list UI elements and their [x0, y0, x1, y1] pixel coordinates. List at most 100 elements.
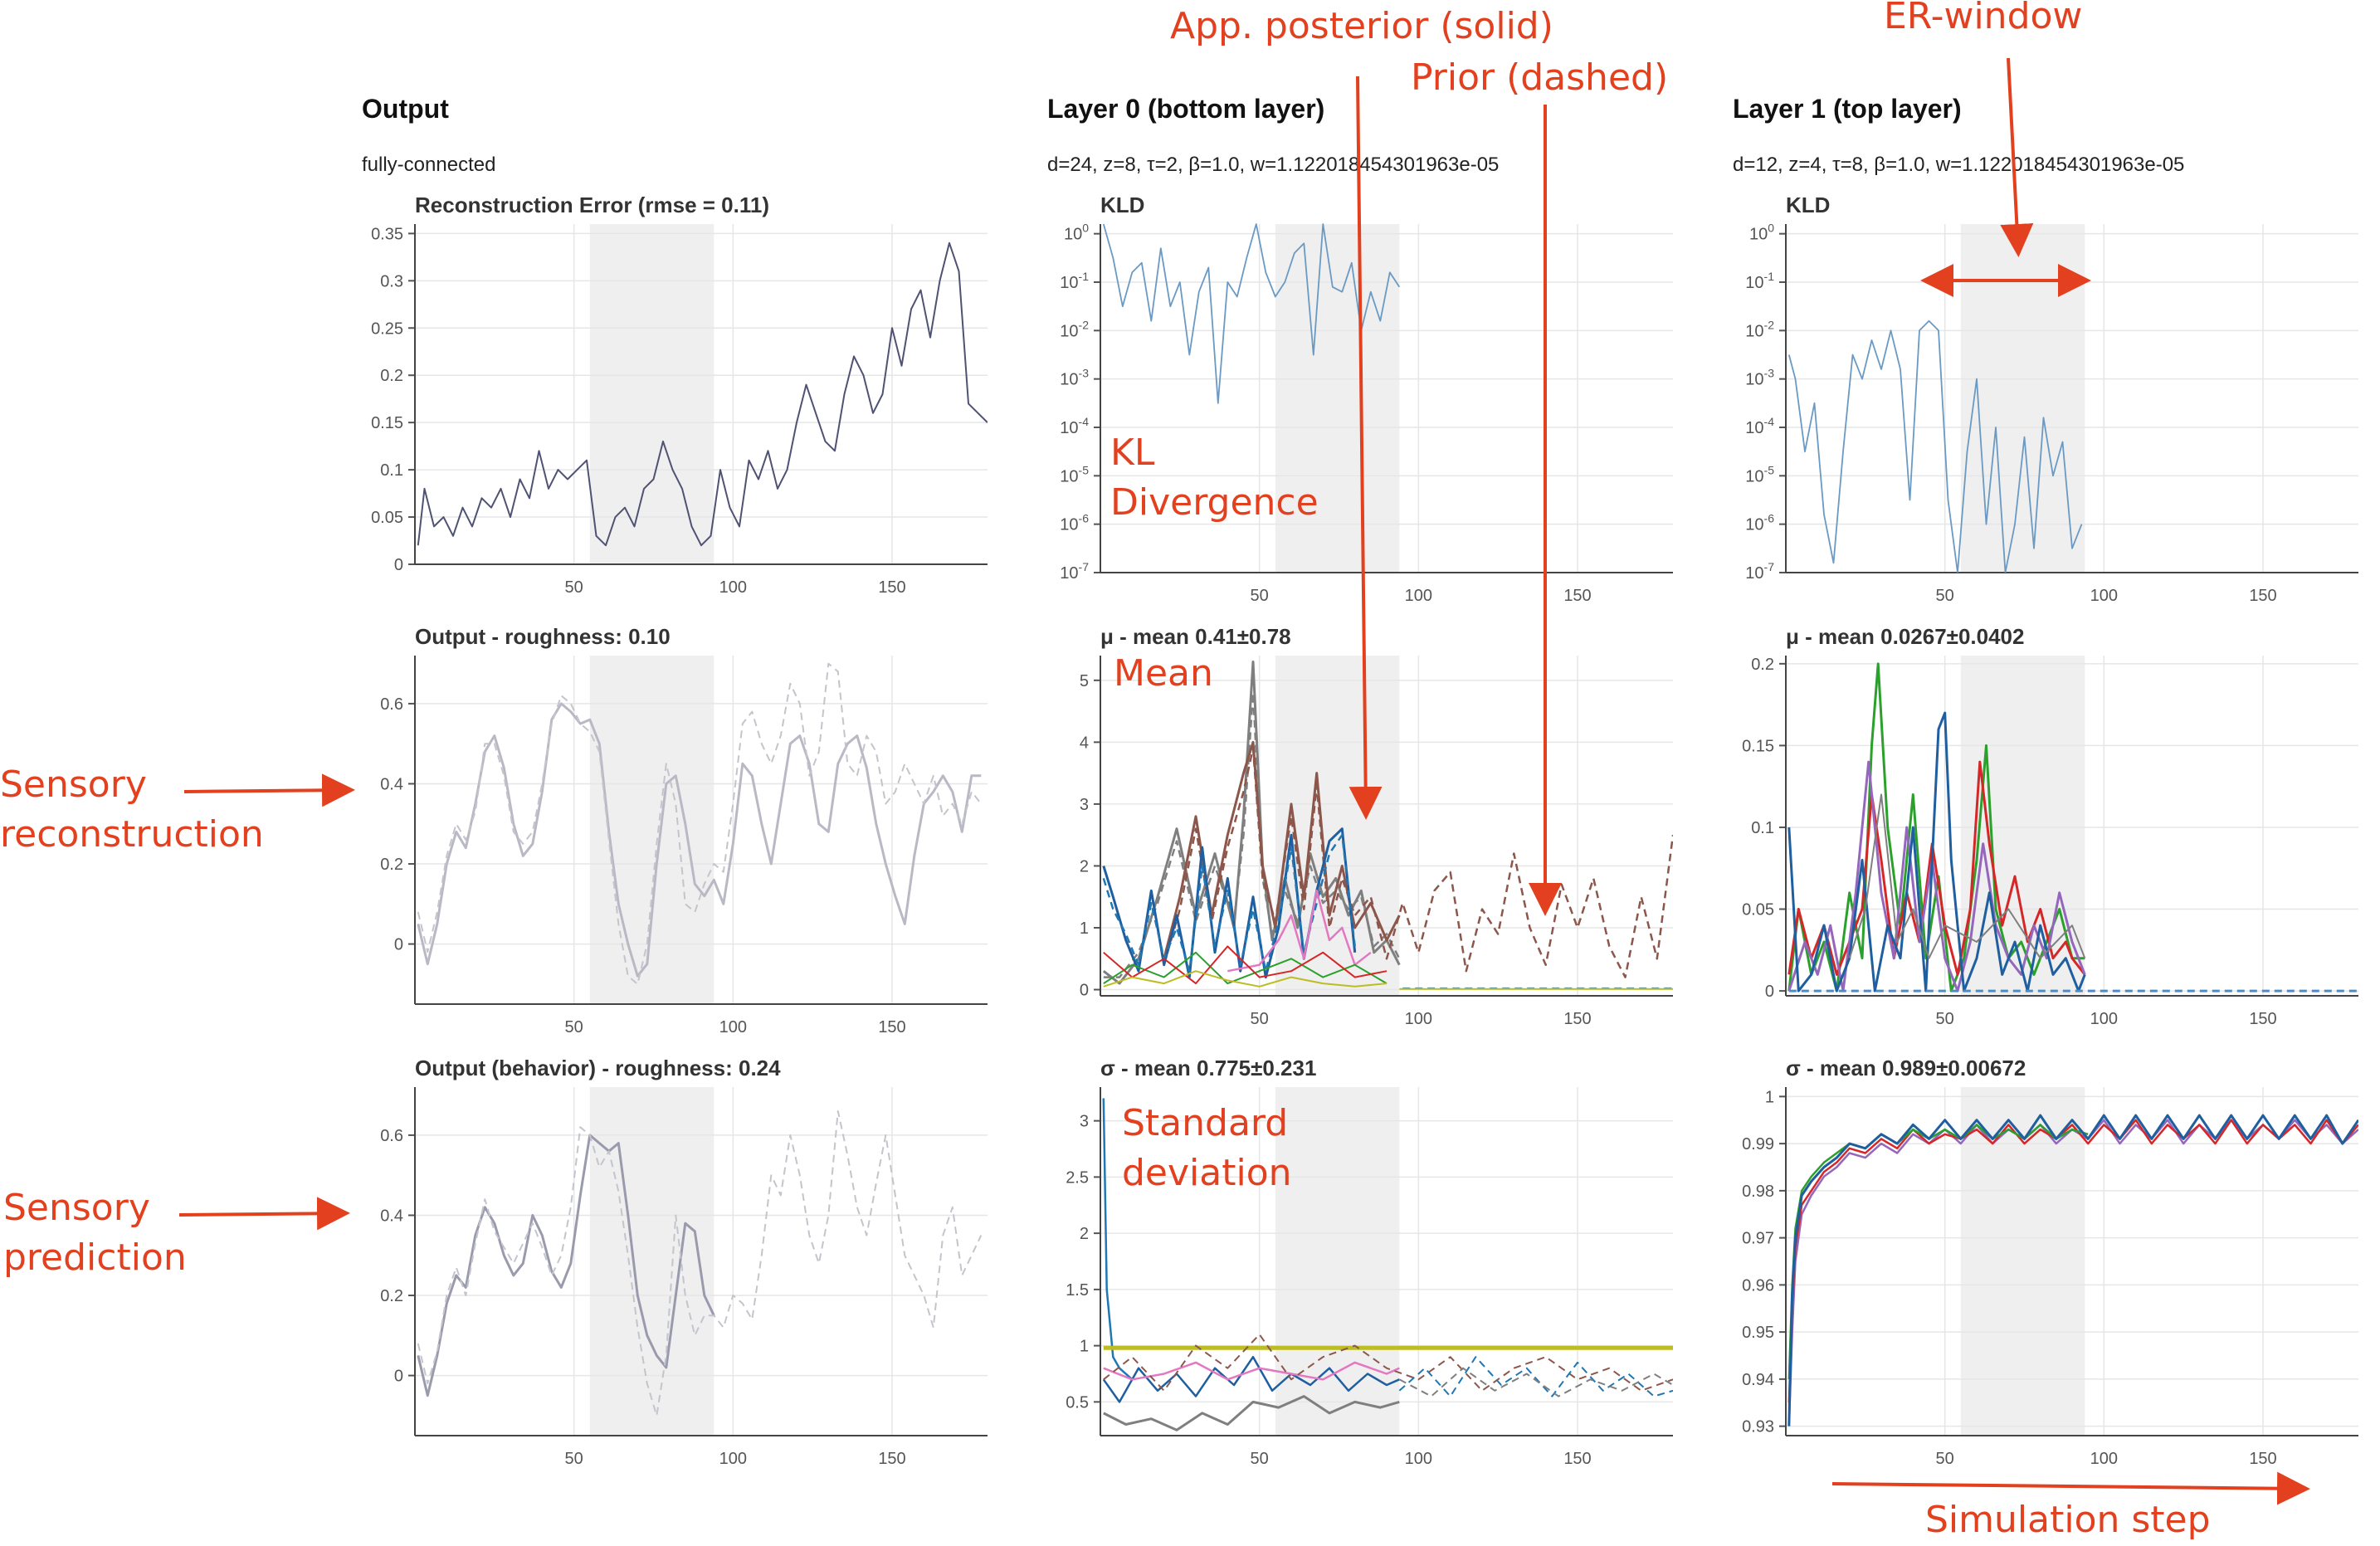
x-tick-label: 100 — [1405, 587, 1432, 605]
arrow-sensory-prediction — [178, 1197, 350, 1231]
x-tick-label: 50 — [1251, 587, 1269, 605]
y-tick-label: 2 — [1080, 857, 1089, 875]
x-tick-label: 50 — [565, 578, 583, 597]
annotation-std-line2: deviation — [1122, 1152, 1292, 1194]
y-tick-label: 10-7 — [1060, 560, 1089, 583]
y-tick-label: 10-4 — [1060, 415, 1089, 437]
y-tick-label: 0.2 — [380, 1287, 403, 1305]
series-line-gray — [1103, 1395, 1400, 1431]
x-tick-label: 150 — [1563, 587, 1591, 605]
y-tick-label: 0.1 — [1751, 819, 1774, 837]
annotation-kl-line1: KL — [1110, 432, 1155, 474]
series-line-green — [1103, 951, 1388, 985]
chart-kld-layer1: KLD 50 100 150 100 10-1 10-2 10-3 10-4 10-5 10-6 10… — [1745, 193, 2358, 605]
series-line-gray-prior — [1103, 691, 1401, 978]
chart-title: μ - mean 0.0267±0.0402 — [1786, 624, 2024, 649]
series-line-prediction — [417, 1134, 715, 1397]
annotation-simulation-step: Simulation step — [1925, 1499, 2211, 1541]
x-tick-label: 100 — [2090, 1450, 2118, 1468]
series-line-brown-prior — [1163, 747, 1673, 978]
x-tick-label: 50 — [1936, 1010, 1954, 1028]
arrow-sensory-reconstruction — [183, 773, 355, 807]
y-tick-label: 100 — [1064, 222, 1089, 244]
y-tick-label: 10-4 — [1745, 415, 1774, 437]
x-tick-label: 50 — [565, 1018, 583, 1036]
x-tick-label: 150 — [878, 578, 905, 597]
y-tick-label: 0.4 — [380, 775, 403, 793]
y-tick-label: 0.15 — [1742, 737, 1774, 755]
series-line-spike — [1102, 1098, 1134, 1381]
annotation-std-line1: Standard — [1122, 1102, 1288, 1144]
y-tick-label: 10-3 — [1745, 367, 1774, 389]
y-tick-label: 0.5 — [1066, 1393, 1089, 1412]
chart-reconstruction-error: Reconstruction Error (rmse = 0.11) 50 100 1… — [371, 193, 988, 597]
annotation-prior: Prior (dashed) — [1411, 56, 1668, 99]
chart-title: Output (behavior) - roughness: 0.24 — [415, 1056, 781, 1080]
y-tick-label: 0 — [394, 556, 403, 574]
chart-title: Reconstruction Error (rmse = 0.11) — [415, 193, 769, 217]
chart-title: σ - mean 0.989±0.00672 — [1786, 1056, 2026, 1080]
y-tick-label: 10-7 — [1745, 560, 1774, 583]
annotation-kl-line2: Divergence — [1110, 481, 1319, 524]
annotation-sensory-reconstruction-line1: Sensory — [0, 763, 147, 806]
series-line-brown-prior — [1103, 1334, 1673, 1392]
y-tick-label: 0.05 — [1742, 901, 1774, 919]
chart-output-behavior: Output (behavior) - roughness: 0.24 50 100… — [380, 1056, 988, 1468]
arrow-posterior — [1349, 76, 1383, 820]
series-line-blue-prior — [1398, 1356, 1673, 1397]
annotation-sensory-prediction-line2: prediction — [3, 1236, 187, 1279]
y-tick-label: 10-2 — [1060, 318, 1089, 340]
series-line-target — [417, 1110, 983, 1417]
col-subtitle-output: fully-connected — [362, 154, 495, 176]
x-tick-label: 100 — [2090, 587, 2118, 605]
er-window-band — [1275, 1087, 1400, 1436]
annotations: App. posterior (solid) Prior (dashed) ER… — [0, 0, 2310, 1541]
chart-title: σ - mean 0.775±0.231 — [1100, 1056, 1316, 1080]
y-tick-label: 10-2 — [1745, 318, 1774, 340]
y-tick-label: 0 — [394, 1368, 403, 1386]
y-tick-label: 0.96 — [1742, 1276, 1774, 1295]
y-tick-label: 0.2 — [380, 856, 403, 874]
y-tick-label: 0.4 — [380, 1207, 403, 1225]
col-subtitle-layer0: d=24, z=8, τ=2, β=1.0, w=1.1220184543019… — [1047, 154, 1499, 176]
x-tick-label: 150 — [1563, 1450, 1591, 1468]
y-tick-label: 1 — [1765, 1088, 1774, 1106]
y-tick-label: 10-3 — [1060, 367, 1089, 389]
y-tick-label: 0.97 — [1742, 1230, 1774, 1248]
y-tick-label: 0.6 — [380, 1127, 403, 1145]
y-tick-label: 3 — [1080, 796, 1089, 814]
er-window-band — [589, 1087, 714, 1436]
series-line-reconstruction — [417, 702, 982, 978]
chart-title: KLD — [1786, 193, 1830, 217]
arrow-er-window — [2000, 57, 2034, 257]
y-tick-label: 10-5 — [1060, 463, 1089, 485]
chart-sigma-layer0: σ - mean 0.775±0.231 50 100 150 0.5 1 1.5 2 2.5 3 — [1066, 1056, 1673, 1468]
y-tick-label: 10-6 — [1745, 512, 1774, 534]
y-tick-label: 0.2 — [1751, 656, 1774, 674]
chart-title: KLD — [1100, 193, 1144, 217]
col-title-layer0: Layer 0 (bottom layer) — [1047, 94, 1324, 124]
series-line-green — [1787, 1124, 2089, 1379]
col-title-layer1: Layer 1 (top layer) — [1733, 94, 1962, 124]
chart-output-roughness: Output - roughness: 0.10 50 100 150 0 0.2 0.4 0… — [380, 624, 988, 1036]
y-tick-label: 10-1 — [1060, 270, 1089, 292]
col-title-output: Output — [362, 94, 449, 124]
series-line-blue — [1787, 711, 2086, 992]
x-tick-label: 100 — [1405, 1010, 1432, 1028]
er-window-band — [589, 224, 714, 564]
y-tick-label: 10-1 — [1745, 270, 1774, 292]
y-tick-label: 2.5 — [1066, 1168, 1089, 1187]
y-tick-label: 0.15 — [371, 414, 403, 432]
x-tick-label: 50 — [1936, 587, 1954, 605]
y-tick-label: 0.35 — [371, 225, 403, 243]
y-tick-label: 0.3 — [380, 272, 403, 290]
y-tick-label: 0.2 — [380, 367, 403, 385]
chart-kld-layer0: KLD 50 100 150 100 10-1 10-2 10-3 10-4 10-5 10-6 10… — [1060, 193, 1673, 605]
er-window-band — [589, 656, 714, 1004]
x-tick-label: 150 — [2249, 1450, 2276, 1468]
series-line-red — [1787, 1119, 2358, 1403]
x-tick-label: 100 — [719, 1450, 747, 1468]
y-tick-label: 2 — [1080, 1225, 1089, 1243]
